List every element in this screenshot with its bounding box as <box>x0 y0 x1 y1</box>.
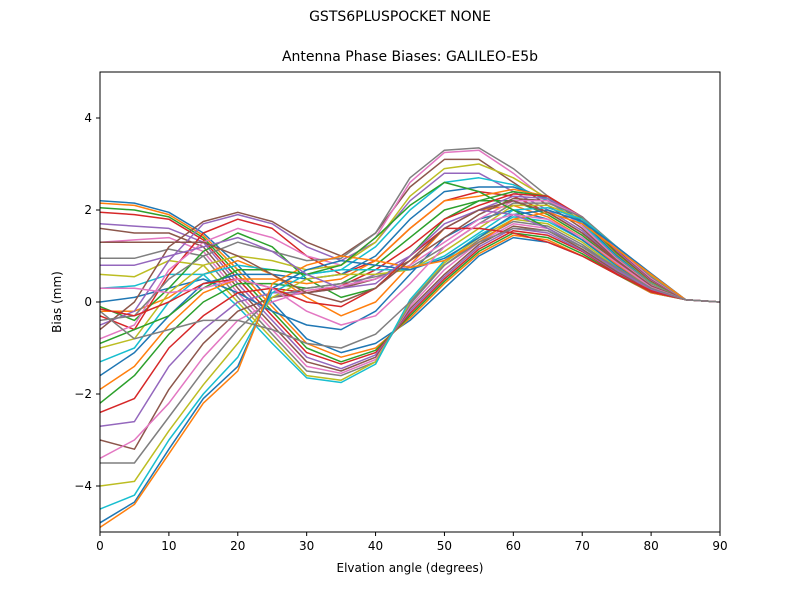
x-tick-label: 0 <box>96 539 104 553</box>
series-line-32 <box>100 211 720 529</box>
series-line-31 <box>100 209 720 524</box>
y-tick-label: 4 <box>84 111 92 125</box>
series-line-35 <box>100 209 720 303</box>
y-tick-label: −2 <box>74 387 92 401</box>
series-line-23 <box>100 190 720 404</box>
y-tick-label: −4 <box>74 479 92 493</box>
series-line-37 <box>100 213 720 326</box>
series-line-38 <box>100 227 720 349</box>
x-tick-label: 60 <box>506 539 521 553</box>
figure-title: GSTS6PLUSPOCKET NONE <box>309 9 491 25</box>
series-line-36 <box>100 200 720 303</box>
y-tick-label: 2 <box>84 203 92 217</box>
chart-title: Antenna Phase Biases: GALILEO-E5b <box>281 49 539 65</box>
series-layer <box>100 147 720 529</box>
series-line-3 <box>100 206 720 363</box>
x-axis: 0 10 20 30 40 50 60 70 80 90 <box>96 532 728 553</box>
y-axis: −4 −2 0 2 4 <box>74 111 100 493</box>
x-tick-label: 80 <box>643 539 658 553</box>
x-tick-label: 70 <box>575 539 590 553</box>
x-tick-label: 20 <box>230 539 245 553</box>
x-tick-label: 40 <box>368 539 383 553</box>
x-axis-label: Elvation angle (degrees) <box>336 561 484 575</box>
x-tick-label: 10 <box>161 539 176 553</box>
x-tick-label: 30 <box>299 539 314 553</box>
series-line-4 <box>100 211 720 365</box>
y-axis-label: Bias (mm) <box>50 271 64 333</box>
x-tick-label: 90 <box>712 539 727 553</box>
x-tick-label: 50 <box>437 539 452 553</box>
series-line-27 <box>100 200 720 460</box>
y-tick-label: 0 <box>84 295 92 309</box>
